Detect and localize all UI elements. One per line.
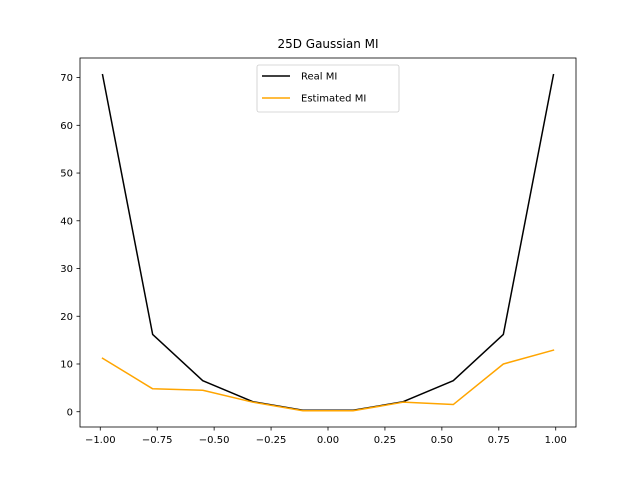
x-tick-label: 0.75 [488, 435, 510, 446]
y-tick-label: 10 [60, 360, 73, 371]
series-line-2 [101, 349, 555, 412]
x-tick-label: 1.00 [545, 435, 567, 446]
x-tick-label: −1.00 [85, 435, 116, 446]
legend-label-2: Estimated MI [301, 94, 366, 105]
y-tick-label: 40 [60, 216, 73, 227]
y-tick-label: 50 [60, 169, 73, 180]
x-tick-label: 0.25 [374, 435, 396, 446]
chart-title: 25D Gaussian MI [277, 37, 378, 51]
y-tick-label: 60 [60, 121, 73, 132]
legend: Real MI Estimated MI [256, 64, 400, 113]
legend-label-1: Real MI [301, 72, 337, 83]
y-tick-label: 0 [67, 407, 73, 418]
x-tick-label: 0.00 [317, 435, 339, 446]
plot-area [101, 73, 555, 412]
x-tick-label: −0.75 [142, 435, 173, 446]
x-tick-label: −0.50 [199, 435, 230, 446]
y-tick-label: 30 [60, 264, 73, 275]
x-tick-label: 0.50 [431, 435, 453, 446]
y-tick-label: 70 [60, 73, 73, 84]
axis-ticks: −1.00 −0.75 −0.50 −0.25 0.00 0.25 0.50 0.75 1.00… [60, 73, 567, 446]
x-tick-label: −0.25 [256, 435, 287, 446]
y-tick-label: 20 [60, 312, 73, 323]
legend-box [256, 64, 400, 113]
